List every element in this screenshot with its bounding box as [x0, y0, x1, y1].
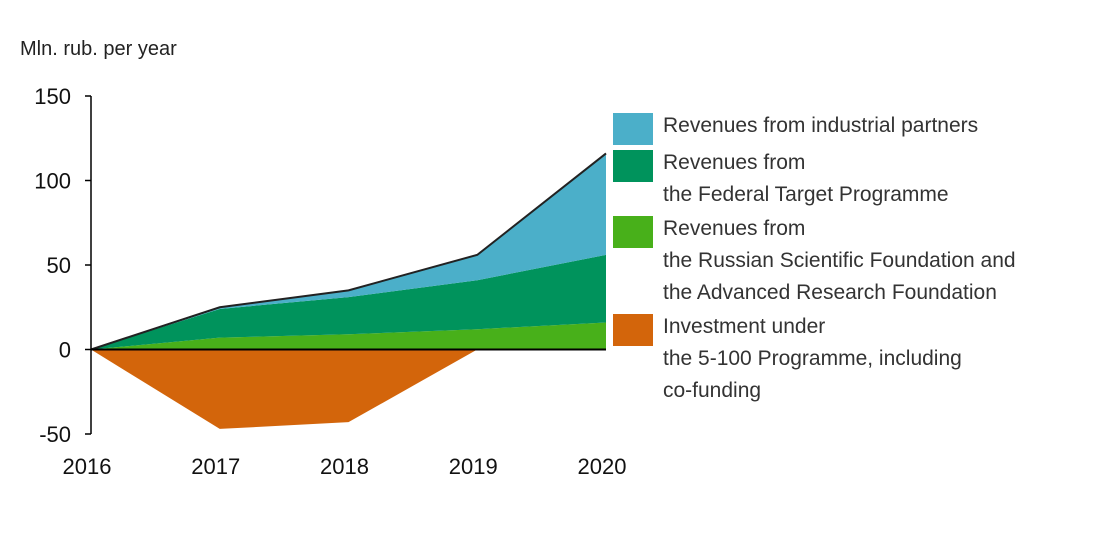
- legend-swatch-2: [613, 150, 653, 182]
- legend-item-1: Revenues from industrial partners: [613, 110, 1103, 145]
- legend-item-4: Investment under the 5-100 Programme, in…: [613, 311, 1103, 407]
- chart-legend: Revenues from industrial partners Revenue…: [613, 110, 1103, 409]
- chart-areas: [90, 152, 607, 429]
- total-outline: [90, 152, 607, 351]
- x-tick-label-3: 2019: [449, 454, 498, 479]
- y-tick-label-2: 50: [47, 253, 71, 278]
- legend-swatch-3: [613, 216, 653, 248]
- x-tick-label-4: 2020: [578, 454, 627, 479]
- area-series-4: [91, 349, 606, 429]
- y-axis-label: Mln. rub. per year: [20, 38, 177, 60]
- legend-label-2: Revenues from the Federal Target Program…: [663, 151, 949, 206]
- legend-item-3: Revenues from the Russian Scientific Fou…: [613, 213, 1103, 309]
- legend-item-2: Revenues from the Federal Target Program…: [613, 147, 1103, 211]
- x-tick-label-0: 2016: [63, 454, 112, 479]
- legend-swatch-4: [613, 314, 653, 346]
- y-tick-label-3: 0: [59, 338, 71, 363]
- legend-label-4: Investment under the 5-100 Programme, in…: [663, 315, 962, 402]
- x-tick-label-1: 2017: [191, 454, 240, 479]
- legend-swatch-1: [613, 113, 653, 145]
- legend-label-1: Revenues from industrial partners: [663, 114, 979, 137]
- x-tick-label-2: 2018: [320, 454, 369, 479]
- y-tick-label-4: -50: [39, 422, 71, 447]
- area-series-1: [91, 153, 606, 350]
- y-tick-label-0: 150: [34, 84, 71, 109]
- chart-tick-labels: 150 100 50 0 -50 2016 2017 2018 2019 2020: [34, 84, 626, 479]
- y-tick-label-1: 100: [34, 169, 71, 194]
- area-series-2: [91, 254, 606, 350]
- legend-label-3: Revenues from the Russian Scientific Fou…: [663, 217, 1016, 304]
